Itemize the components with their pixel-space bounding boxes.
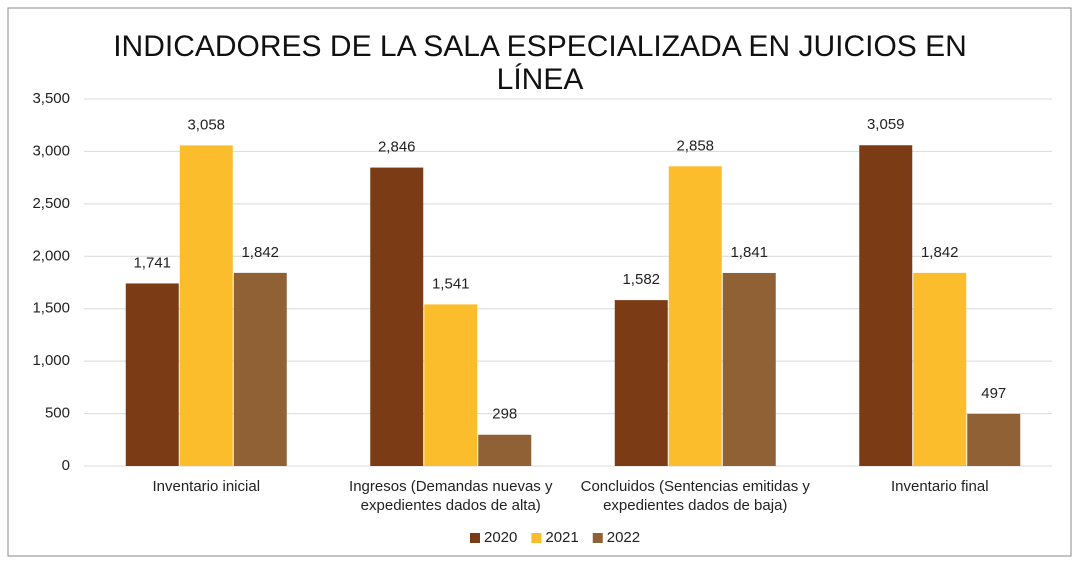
y-tick-label: 1,000 bbox=[32, 352, 70, 369]
chart-border bbox=[7, 7, 1072, 557]
data-label: 1,541 bbox=[432, 275, 470, 292]
bar bbox=[668, 166, 722, 466]
bar bbox=[125, 283, 179, 466]
y-tick-label: 1,500 bbox=[32, 300, 70, 317]
data-label: 1,741 bbox=[133, 254, 171, 271]
legend-swatch bbox=[592, 533, 603, 543]
legend-label: 2021 bbox=[545, 529, 578, 546]
data-label: 3,059 bbox=[867, 116, 905, 133]
bar bbox=[967, 413, 1021, 466]
bar bbox=[370, 167, 424, 466]
x-tick-label: Inventario inicial bbox=[152, 478, 261, 495]
bar bbox=[233, 272, 287, 466]
data-label: 2,846 bbox=[378, 139, 416, 156]
x-tick-label: Concluidos (Sentencias emitidas y expedi… bbox=[580, 478, 810, 514]
y-tick-label: 2,000 bbox=[32, 247, 70, 264]
chart-title: INDICADORES DE LA SALA ESPECIALIZADA EN … bbox=[113, 30, 967, 96]
y-tick-label: 500 bbox=[45, 405, 70, 422]
legend-label: 2020 bbox=[484, 529, 517, 546]
x-tick-label: Ingresos (Demandas nuevas y expedientes … bbox=[349, 478, 553, 514]
x-tick-label: Inventario final bbox=[890, 478, 989, 495]
y-tick-label: 3,500 bbox=[32, 90, 70, 107]
data-label: 2,858 bbox=[676, 137, 714, 154]
bar bbox=[913, 272, 967, 466]
data-label: 1,842 bbox=[921, 244, 959, 261]
data-label: 1,841 bbox=[730, 244, 768, 261]
data-label: 298 bbox=[492, 406, 517, 423]
data-label: 1,842 bbox=[241, 244, 279, 261]
bar bbox=[478, 434, 532, 466]
legend-swatch bbox=[470, 533, 480, 543]
y-tick-label: 3,000 bbox=[32, 142, 70, 159]
data-label: 1,582 bbox=[622, 271, 660, 288]
y-tick-label: 0 bbox=[62, 457, 70, 474]
bar bbox=[614, 300, 668, 466]
legend-label: 2022 bbox=[607, 529, 640, 546]
bar bbox=[424, 304, 478, 466]
data-label: 497 bbox=[981, 385, 1006, 402]
y-tick-label: 2,500 bbox=[32, 195, 70, 212]
bar bbox=[722, 272, 776, 466]
bar bbox=[179, 145, 233, 466]
bar bbox=[859, 145, 913, 466]
data-label: 3,058 bbox=[187, 116, 225, 133]
legend-swatch bbox=[531, 533, 542, 543]
